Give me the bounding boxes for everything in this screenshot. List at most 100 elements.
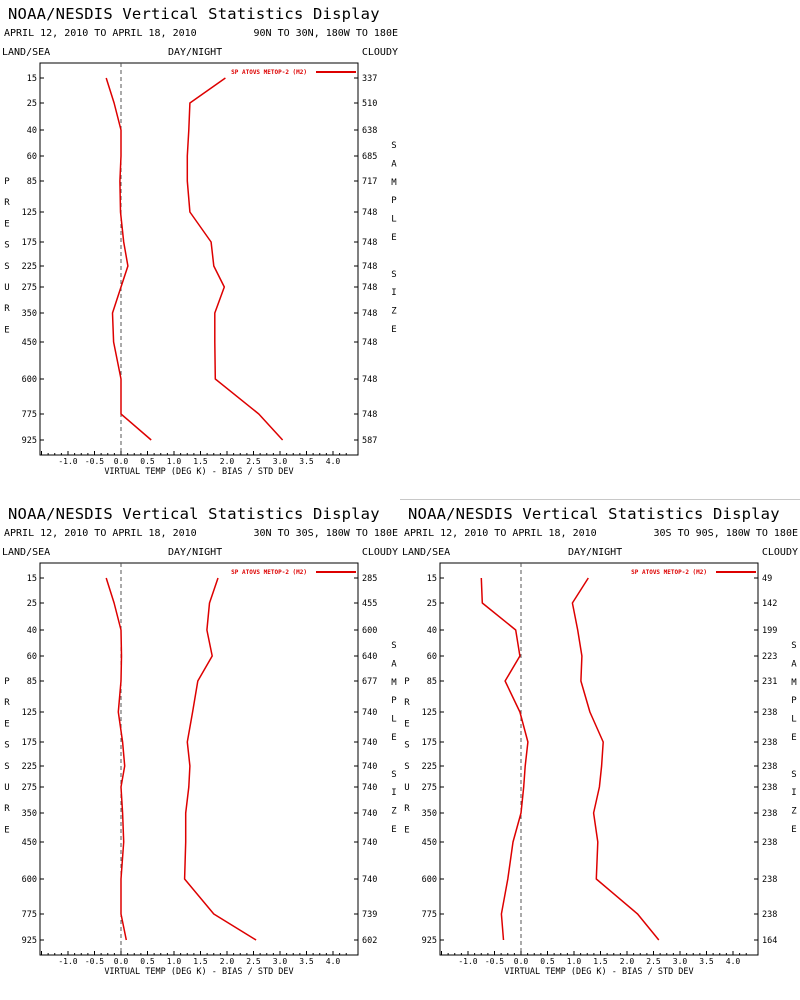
pressure-level-label: 925 — [422, 936, 437, 946]
sample-size-axis-letter: E — [391, 325, 396, 335]
x-axis-title: VIRTUAL TEMP (DEG K) - BIAS / STD DEV — [504, 967, 693, 977]
sample-size-label: 740 — [362, 783, 377, 793]
sample-size-label: 748 — [362, 208, 377, 218]
pressure-level-label: 600 — [22, 875, 37, 885]
sample-size-label: 685 — [362, 152, 377, 162]
region-label: 90N TO 30N, 180W TO 180E — [253, 28, 399, 39]
pressure-axis-letter: E — [4, 325, 9, 335]
x-tick-label: 1.0 — [167, 457, 182, 466]
sample-size-label: 740 — [362, 708, 377, 718]
chart-title: NOAA/NESDIS Vertical Statistics Display — [8, 505, 380, 523]
sample-size-axis-letter: S — [391, 141, 396, 151]
sample-size-label: 285 — [362, 574, 377, 584]
pressure-level-label: 15 — [27, 574, 37, 584]
sample-size-label: 717 — [362, 177, 377, 187]
sample-size-axis-letter: A — [391, 159, 397, 169]
pressure-axis-letter: E — [4, 719, 9, 729]
chart-plot: -1.0 -0.5 0.0 0.5 1.0 1.5 2.0 2.5 3.0 3.5 4.0 VIRTU… — [4, 62, 397, 477]
sample-size-axis-letter: Z — [391, 307, 397, 317]
sample-size-axis-letter: I — [391, 788, 396, 798]
pressure-level-label: 225 — [22, 262, 37, 272]
sample-size-label: 740 — [362, 809, 377, 819]
series-line-bias — [105, 77, 152, 441]
chart-title: NOAA/NESDIS Vertical Statistics Display — [408, 505, 780, 523]
sample-size-label: 600 — [362, 626, 377, 636]
day-night-label: DAY/NIGHT — [568, 547, 623, 558]
sample-size-label: 748 — [362, 283, 377, 293]
pressure-level-label: 125 — [22, 208, 37, 218]
series-line-std-dev — [571, 577, 660, 941]
pressure-level-label: 350 — [422, 809, 437, 819]
pressure-axis-letter: U — [4, 783, 9, 793]
sample-size-axis-letter: E — [391, 825, 396, 835]
x-tick-label: 1.0 — [567, 957, 582, 966]
sample-size-axis-letter: L — [791, 715, 796, 725]
region-label: 30N TO 30S, 180W TO 180E — [253, 528, 399, 539]
sample-size-label: 740 — [362, 738, 377, 748]
sample-size-label: 748 — [362, 410, 377, 420]
sample-size-label: 740 — [362, 838, 377, 848]
sample-size-label: 602 — [362, 936, 377, 946]
chart-plot: -1.0 -0.5 0.0 0.5 1.0 1.5 2.0 2.5 3.0 3.5 4.0 VIRTU… — [404, 562, 797, 977]
x-tick-label: 4.0 — [726, 957, 741, 966]
pressure-axis-letter: S — [404, 762, 409, 772]
cloudy-label: CLOUDY — [761, 547, 798, 558]
x-tick-label: -0.5 — [485, 957, 504, 966]
sample-size-label: 238 — [762, 762, 777, 772]
pressure-level-label: 85 — [27, 677, 37, 687]
pressure-level-label: 775 — [422, 910, 437, 920]
x-tick-label: 2.0 — [620, 957, 635, 966]
pressure-axis-letter: E — [404, 825, 409, 835]
sample-size-label: 740 — [362, 762, 377, 772]
sample-size-label: 640 — [362, 652, 377, 662]
sample-size-label: 199 — [762, 626, 777, 636]
x-tick-label: 4.0 — [326, 957, 341, 966]
x-tick-label: -1.0 — [458, 957, 477, 966]
pressure-axis-letter: R — [4, 698, 10, 708]
pressure-level-label: 600 — [422, 875, 437, 885]
sample-size-axis-letter: I — [391, 288, 396, 298]
panel-divider-horizontal — [0, 499, 800, 500]
pressure-level-label: 125 — [22, 708, 37, 718]
pressure-axis-letter: R — [4, 198, 10, 208]
date-range: APRIL 12, 2010 TO APRIL 18, 2010 — [4, 28, 197, 39]
pressure-level-label: 350 — [22, 809, 37, 819]
x-tick-label: 1.5 — [193, 457, 208, 466]
sample-size-axis-letter: L — [391, 715, 396, 725]
sample-size-label: 748 — [362, 338, 377, 348]
land-sea-label: LAND/SEA — [2, 547, 51, 558]
sample-size-axis-letter: I — [791, 788, 796, 798]
pressure-axis-letter: R — [404, 698, 410, 708]
cloudy-label: CLOUDY — [361, 547, 398, 558]
series-line-bias — [480, 577, 529, 941]
sample-size-label: 455 — [362, 599, 377, 609]
sample-size-label: 231 — [762, 677, 777, 687]
sample-size-label: 739 — [362, 910, 377, 920]
x-tick-label: 2.0 — [220, 457, 235, 466]
sample-size-label: 740 — [362, 875, 377, 885]
x-tick-label: 2.5 — [646, 957, 661, 966]
sample-size-label: 142 — [762, 599, 777, 609]
pressure-level-label: 600 — [22, 375, 37, 385]
land-sea-label: LAND/SEA — [2, 47, 51, 58]
pressure-axis-letter: S — [4, 741, 9, 751]
x-tick-label: 3.5 — [699, 957, 714, 966]
x-tick-label: 3.0 — [273, 957, 288, 966]
pressure-level-label: 40 — [27, 126, 37, 136]
pressure-level-label: 450 — [22, 338, 37, 348]
sample-size-label: 748 — [362, 262, 377, 272]
series-line-bias — [105, 577, 128, 941]
pressure-level-label: 25 — [427, 599, 437, 609]
pressure-axis-letter: E — [4, 219, 9, 229]
plot-frame — [39, 62, 359, 456]
pressure-axis-letter: R — [4, 804, 10, 814]
pressure-level-label: 775 — [22, 410, 37, 420]
sample-size-axis-letter: S — [791, 641, 796, 651]
sample-size-axis-letter: E — [791, 733, 796, 743]
sample-size-axis-letter: P — [791, 696, 797, 706]
pressure-level-label: 275 — [422, 783, 437, 793]
pressure-level-label: 125 — [422, 708, 437, 718]
sample-size-axis-letter: A — [391, 659, 397, 669]
sample-size-label: 748 — [362, 375, 377, 385]
sample-size-label: 748 — [362, 238, 377, 248]
